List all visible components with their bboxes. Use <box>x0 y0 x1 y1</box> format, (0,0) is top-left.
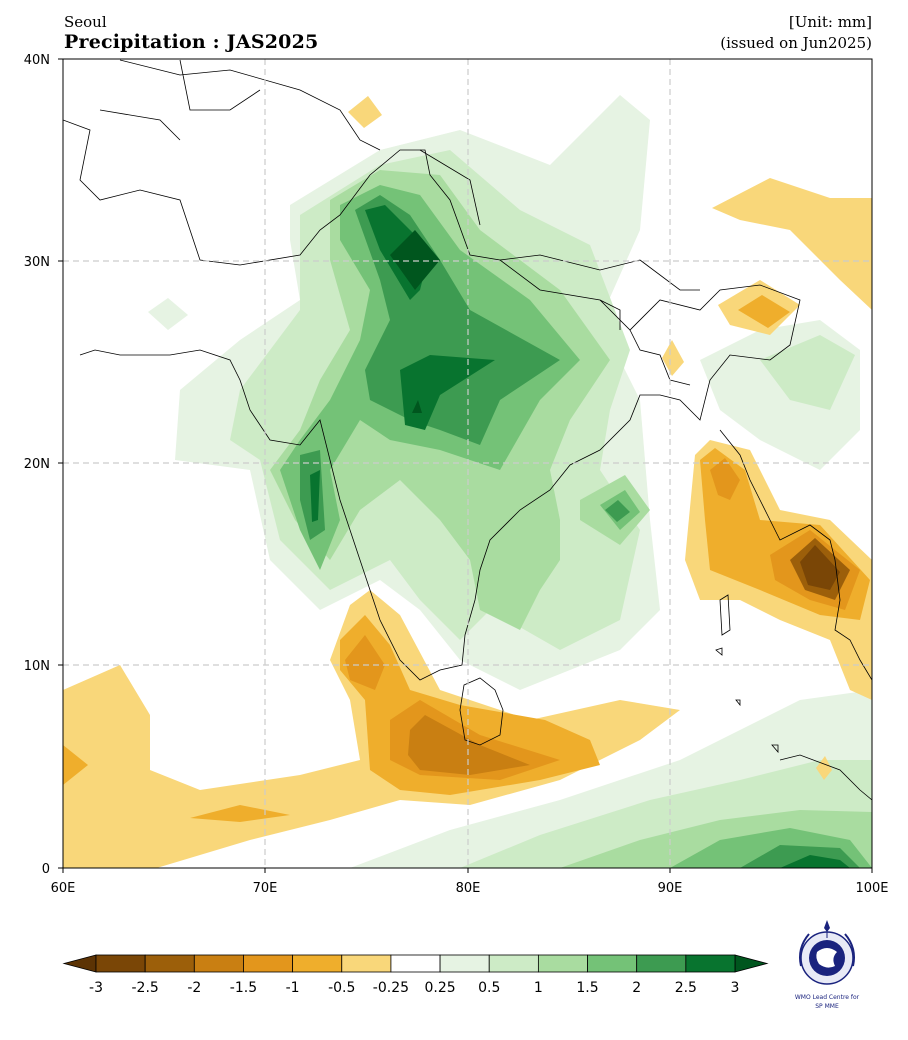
gridlines <box>63 59 872 868</box>
y-tick-20n: 20N <box>24 457 50 472</box>
colorbar-segment <box>488 954 539 973</box>
wet-spot-arabian <box>148 298 188 330</box>
colorbar-segment <box>193 954 244 973</box>
y-tick-labels: 0 10N 20N 30N 40N <box>24 53 50 877</box>
dry-region-tibet-3 <box>738 295 790 328</box>
dry-spot-malay <box>816 756 832 780</box>
wet-region-south-6 <box>780 855 850 868</box>
x-tick-100e: 100E <box>855 881 888 896</box>
dry-region-tibet <box>712 178 872 310</box>
x-tick-80e: 80E <box>456 881 481 896</box>
colorbar-tick-label: 1.5 <box>576 980 598 996</box>
map-location: Seoul <box>64 13 107 31</box>
colorbar-segment <box>587 954 638 973</box>
issued-label: (issued on Jun2025) <box>720 34 872 52</box>
map-title: Precipitation : JAS2025 <box>64 31 319 53</box>
colorbar-tick-label: -0.5 <box>328 980 355 996</box>
colorbar-tick-label: -2 <box>187 980 201 996</box>
dry-region-sea-3 <box>345 635 560 780</box>
x-tick-70e: 70E <box>253 881 278 896</box>
y-axis-ticks <box>58 58 63 869</box>
colorbar-segment <box>95 954 146 973</box>
wet-region-myanmar-2 <box>760 335 855 410</box>
colorbar-segment <box>636 954 687 973</box>
dry-core-myanmar <box>800 545 840 590</box>
colorbar: -3 -2.5 -2 -1.5 -1 -0.5 -0.25 0.25 0.5 1 1.5 2 2.5 3 <box>62 954 769 996</box>
colorbar-tick-label: 2 <box>632 980 641 996</box>
logo-line-2: SP MME <box>815 1003 839 1010</box>
coastlines <box>63 59 872 801</box>
colorbar-segment <box>439 954 490 973</box>
dry-spot-pamir <box>348 96 382 128</box>
x-axis-ticks <box>62 868 873 873</box>
wmo-globe-icon <box>799 920 855 985</box>
colorbar-tick-label: 0.25 <box>424 980 455 996</box>
x-tick-90e: 90E <box>658 881 683 896</box>
wet-core-peak <box>390 230 440 413</box>
colorbar-tick-label: 3 <box>731 980 740 996</box>
colorbar-tick-label: -1 <box>286 980 300 996</box>
colorbar-segment <box>685 954 736 973</box>
anomaly-field <box>63 59 872 868</box>
colorbar-segment <box>341 954 392 973</box>
x-tick-labels: 60E 70E 80E 90E 100E <box>51 881 889 896</box>
colorbar-over-arrow <box>734 954 769 973</box>
unit-label: [Unit: mm] <box>788 13 872 31</box>
dry-region-sea-4 <box>408 715 530 775</box>
wet-region-bay-3 <box>605 500 630 522</box>
colorbar-segment <box>537 954 588 973</box>
colorbar-tick-label: 2.5 <box>675 980 697 996</box>
colorbar-segment <box>243 954 294 973</box>
colorbar-under-arrow <box>62 954 97 973</box>
dry-spot-bangladesh <box>662 340 684 376</box>
colorbar-segment <box>292 954 343 973</box>
y-tick-30n: 30N <box>24 255 50 270</box>
colorbar-tick-label: 0.5 <box>478 980 500 996</box>
logo-line-1: WMO Lead Centre for <box>795 994 860 1001</box>
colorbar-segment <box>144 954 195 973</box>
colorbar-tick-label: 1 <box>534 980 543 996</box>
colorbar-tick-label: -1.5 <box>230 980 257 996</box>
x-tick-60e: 60E <box>51 881 76 896</box>
y-tick-40n: 40N <box>24 53 50 68</box>
colorbar-tick-label: -2.5 <box>131 980 158 996</box>
colorbar-tick-label: -0.25 <box>373 980 409 996</box>
colorbar-tick-label: -3 <box>89 980 103 996</box>
y-tick-0: 0 <box>42 862 50 877</box>
y-tick-10n: 10N <box>24 659 50 674</box>
colorbar-segment <box>390 954 441 973</box>
